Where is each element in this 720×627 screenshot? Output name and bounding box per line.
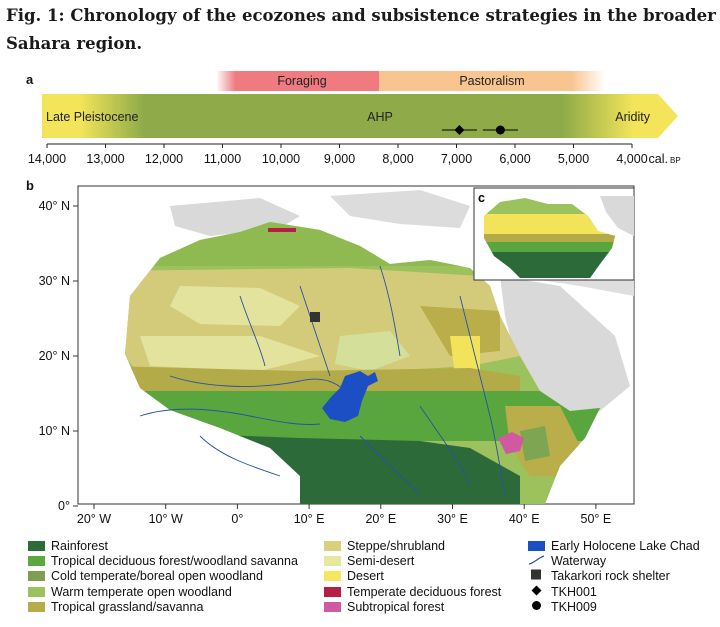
legend-label: Tropical deciduous forest/woodland savan… xyxy=(51,554,298,569)
period-arrow-bar xyxy=(42,94,678,138)
ahp-label: AHP xyxy=(367,110,393,124)
timeline-tick-label: 11,000 xyxy=(204,152,241,166)
timeline-tick-label: 6,000 xyxy=(499,152,530,166)
legend-item: Warm temperate open woodland xyxy=(28,585,232,599)
legend-swatch xyxy=(28,571,45,582)
figure-title: Fig. 1: Chronology of the ecozones and s… xyxy=(6,6,716,53)
lon-tick-label: 30° E xyxy=(437,512,468,526)
legend-label: Semi-desert xyxy=(347,554,415,569)
tkh001-marker xyxy=(454,125,465,135)
tkh009-marker xyxy=(495,125,505,135)
panel-c-label: c xyxy=(478,191,485,205)
timeline-tick-label: 14,000 xyxy=(28,152,66,166)
timeline-tick-label: 8,000 xyxy=(382,152,413,166)
legend-label: TKH009 xyxy=(551,599,597,614)
diamond-icon xyxy=(528,585,545,599)
timeline-tick-label: 4,000 xyxy=(616,152,647,166)
circle-icon xyxy=(528,600,545,614)
timeline-tick-label: 10,000 xyxy=(262,152,300,166)
takarkori-marker xyxy=(310,312,320,322)
legend-item: Temperate deciduous forest xyxy=(324,585,501,599)
legend-item: Desert xyxy=(324,569,384,583)
legend-label: Tropical grassland/savanna xyxy=(51,599,204,614)
legend-item: TKH009 xyxy=(528,600,597,614)
timeline-tick-label: 7,000 xyxy=(441,152,472,166)
pastoralism-phase-bar xyxy=(379,71,605,91)
panel-b-label: b xyxy=(26,178,34,193)
legend-label: Warm temperate open woodland xyxy=(51,584,232,599)
legend-label: Temperate deciduous forest xyxy=(347,584,502,599)
lon-tick-label: 40° E xyxy=(509,512,540,526)
lon-tick-label: 10° W xyxy=(149,512,183,526)
lon-tick-label: 20° W xyxy=(77,512,111,526)
legend-label: Cold temperate/boreal open woodland xyxy=(51,569,263,584)
legend-item: TKH001 xyxy=(528,585,597,599)
lon-tick-label: 20° E xyxy=(365,512,396,526)
timeline-tick-label: 9,000 xyxy=(324,152,355,166)
legend-swatch xyxy=(324,541,341,551)
legend-label: TKH001 xyxy=(551,584,597,599)
legend-label: Steppe/shrubland xyxy=(347,539,445,553)
legend-item: Steppe/shrubland xyxy=(324,539,445,553)
aridity-label: Aridity xyxy=(615,110,650,124)
timeline-chart: Foraging Pastoralism Late Pleistocene AH… xyxy=(28,71,681,166)
legend-item: Semi-desert xyxy=(324,554,414,568)
legend-label: Waterway xyxy=(551,554,607,569)
lat-tick-label: 20° N xyxy=(39,349,70,363)
subtropical-forest-patch xyxy=(498,432,524,454)
map-legend: Rainforest Tropical deciduous forest/wood… xyxy=(0,537,720,627)
legend-swatch xyxy=(324,586,341,597)
legend-swatch xyxy=(324,556,341,567)
lon-tick-label: 0° xyxy=(231,512,243,526)
europe-east-landmass xyxy=(330,190,470,228)
legend-item: Rainforest xyxy=(28,539,108,553)
square-icon xyxy=(528,569,545,583)
legend-swatch xyxy=(324,571,341,582)
foraging-label: Foraging xyxy=(277,74,326,88)
legend-item: Tropical grassland/savanna xyxy=(28,600,203,614)
foraging-phase-bar xyxy=(216,71,379,91)
lat-tick-label: 40° N xyxy=(39,199,70,213)
vegetation-map: c 40° N 30° N 20° N 10° N 0° 20° W 10° W 0° 10° … xyxy=(39,185,635,526)
lon-tick-label: 50° E xyxy=(581,512,612,526)
temperate-deciduous-patch xyxy=(268,228,296,232)
legend-item: Waterway xyxy=(528,554,606,568)
legend-item: Subtropical forest xyxy=(324,600,444,614)
panel-a-label: a xyxy=(26,72,34,87)
legend-swatch xyxy=(28,541,45,551)
legend-swatch xyxy=(28,556,45,567)
timeline-tick-label: 12,000 xyxy=(145,152,183,166)
waterway-icon xyxy=(528,554,545,568)
lat-tick-label: 10° N xyxy=(39,424,70,438)
lake-chad xyxy=(322,371,378,422)
legend-label: Desert xyxy=(347,569,384,584)
lat-tick-label: 30° N xyxy=(39,274,70,288)
legend-item: Takarkori rock shelter xyxy=(528,569,670,583)
legend-label: Subtropical forest xyxy=(347,599,445,614)
legend-swatch xyxy=(528,541,545,551)
legend-label: Rainforest xyxy=(51,539,108,553)
timeline-unit-label: cal. xyxy=(649,152,668,166)
legend-swatch xyxy=(324,601,341,612)
lon-tick-label: 10° E xyxy=(294,512,325,526)
legend-item: Cold temperate/boreal open woodland xyxy=(28,569,263,583)
legend-label: Early Holocene Lake Chad xyxy=(551,539,700,553)
lat-tick-label: 0° xyxy=(58,499,70,513)
legend-item: Tropical deciduous forest/woodland savan… xyxy=(28,554,298,568)
waterways xyxy=(139,265,506,497)
legend-swatch xyxy=(28,601,45,612)
legend-swatch xyxy=(28,586,45,597)
late-pleistocene-label: Late Pleistocene xyxy=(46,110,138,124)
timeline-tick-label: 5,000 xyxy=(558,152,589,166)
pastoralism-label: Pastoralism xyxy=(459,74,524,88)
timeline-unit-suffix: BP xyxy=(670,156,681,165)
timeline-tick-label: 13,000 xyxy=(86,152,124,166)
legend-label: Takarkori rock shelter xyxy=(551,569,670,584)
legend-item: Early Holocene Lake Chad xyxy=(528,539,700,553)
